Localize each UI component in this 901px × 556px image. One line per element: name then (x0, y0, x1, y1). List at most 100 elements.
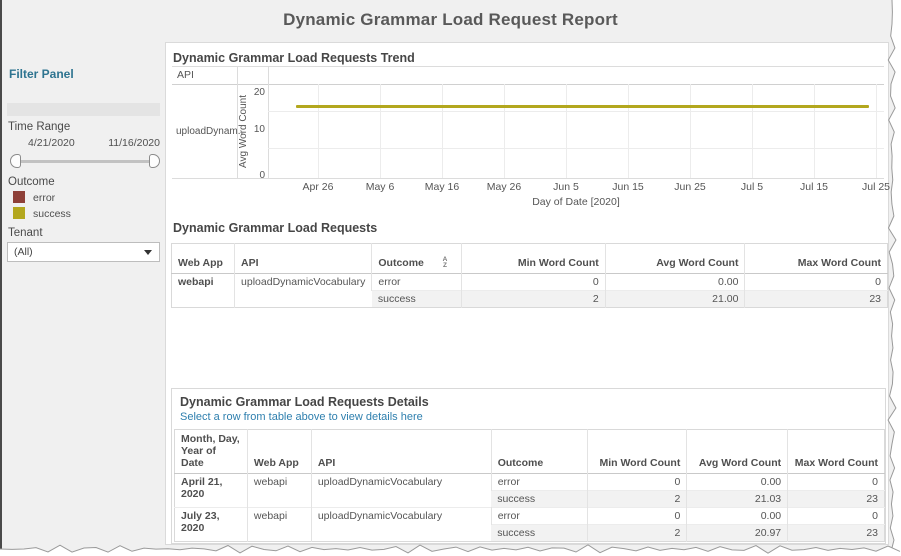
x-tick-label: Jul 15 (799, 181, 829, 193)
legend-error-label: error (33, 192, 56, 204)
cell-outcome: error (490, 473, 588, 491)
trend-title: Dynamic Grammar Load Requests Trend (173, 51, 415, 65)
cell-min: 2 (586, 490, 687, 508)
col-outcome-label: Outcome (378, 257, 424, 269)
cell-web-app: webapi (246, 507, 312, 542)
report-panel: Dynamic Grammar Load Requests Trend API … (165, 42, 890, 545)
slider-handle-end[interactable] (149, 154, 160, 168)
details-row-jul-error[interactable]: July 23, 2020 webapi uploadDynamicVocabu… (174, 507, 885, 542)
slider-track[interactable] (12, 160, 158, 163)
cell-outcome: success (371, 290, 462, 308)
cell-max: 23 (787, 524, 885, 542)
error-color-swatch (13, 191, 25, 203)
cell-avg: 0.00 (686, 507, 788, 525)
col-api: API (310, 429, 492, 474)
summary-title: Dynamic Grammar Load Requests (173, 221, 378, 235)
time-range-label: Time Range (8, 121, 71, 133)
time-range-values: 4/21/2020 11/16/2020 (8, 137, 160, 149)
cell-max: 0 (787, 473, 885, 491)
x-gridline (814, 84, 815, 178)
cell-min: 0 (461, 273, 606, 291)
tenant-label: Tenant (8, 227, 43, 239)
col-web-app: Web App (178, 257, 223, 269)
x-tick-label: Jun 15 (612, 181, 644, 193)
time-range-end: 11/16/2020 (108, 137, 160, 149)
chart-col-border-2 (268, 66, 269, 178)
sort-icon-a: A (442, 256, 448, 263)
outcome-legend-label: Outcome (8, 176, 55, 188)
col-avg: Avg Word Count (604, 243, 745, 274)
chart-top-border (172, 66, 884, 67)
torn-edge-right (887, 0, 901, 556)
x-tick-label: Apr 26 (302, 181, 334, 193)
trend-row-label: uploadDynam.. (176, 125, 244, 137)
cell-outcome: success (491, 524, 588, 542)
cell-avg: 0.00 (604, 273, 745, 291)
time-range-slider[interactable] (10, 153, 160, 169)
x-gridline (876, 84, 877, 178)
cell-avg: 21.00 (604, 290, 745, 308)
trend-chart: API uploadDynam.. Avg Word Count 20 10 0… (172, 66, 890, 212)
col-outcome: Outcome (490, 429, 588, 474)
tenant-dropdown[interactable]: (All) (7, 242, 160, 262)
x-tick-label: May 26 (486, 181, 522, 193)
details-instruction-link[interactable]: Select a row from table above to view de… (180, 411, 423, 423)
details-row-apr-error[interactable]: April 21, 2020 webapi uploadDynamicVocab… (174, 473, 885, 508)
summary-row-success[interactable]: success 2 21.00 23 (171, 290, 888, 308)
cell-max: 0 (744, 273, 888, 291)
x-gridline (752, 84, 753, 178)
details-card: Dynamic Grammar Load Requests Details Se… (171, 388, 886, 544)
col-max: Max Word Count (787, 429, 885, 474)
time-range-start: 4/21/2020 (28, 137, 75, 149)
cell-avg: 0.00 (686, 473, 788, 491)
cell-max: 23 (787, 490, 885, 508)
cell-web-app: webapi (246, 473, 312, 508)
cell-api: uploadDynamicVocabulary (234, 273, 372, 308)
tenant-dropdown-value: (All) (14, 246, 33, 258)
details-title: Dynamic Grammar Load Requests Details (180, 395, 429, 409)
chevron-down-icon (144, 250, 152, 255)
details-header-row: Month, Day, Year of Date Web App API Out… (174, 429, 885, 474)
x-gridline (380, 84, 381, 178)
cell-web-app: webapi (171, 273, 235, 308)
y-tick-20: 20 (253, 87, 265, 98)
legend-item-success[interactable]: success (13, 207, 71, 221)
details-row-jul-success[interactable]: success 2 20.97 23 (174, 524, 885, 542)
chart-header-border (172, 84, 884, 85)
x-tick-label: May 16 (424, 181, 460, 193)
col-avg: Avg Word Count (686, 429, 788, 474)
x-tick-label: Jul 25 (861, 181, 891, 193)
cell-avg: 20.97 (686, 524, 788, 542)
page-title: Dynamic Grammar Load Request Report (283, 10, 618, 29)
slider-handle-start[interactable] (10, 154, 21, 168)
filter-panel-link[interactable]: Filter Panel (9, 67, 74, 81)
x-gridline (566, 84, 567, 178)
x-tick-label: Jun 25 (674, 181, 706, 193)
x-gridline (318, 84, 319, 178)
chart-col-border-1 (237, 66, 238, 178)
trend-plot (268, 84, 884, 178)
col-outcome: Outcome A Z (371, 243, 462, 274)
cell-api: uploadDynamicVocabulary (310, 507, 492, 542)
gridline-10 (268, 148, 884, 149)
summary-row-error[interactable]: webapi uploadDynamicVocabulary error 0 0… (171, 273, 888, 308)
chart-bottom-border (172, 178, 884, 179)
cell-date: April 21, 2020 (174, 473, 248, 508)
cell-min: 2 (586, 524, 687, 542)
success-color-swatch (13, 207, 25, 219)
cell-min: 0 (586, 473, 687, 491)
gridline-20 (268, 111, 884, 112)
trend-x-axis-label: Day of Date [2020] (532, 196, 620, 208)
sidebar-divider-bar (7, 103, 160, 116)
success-series-line (296, 105, 869, 108)
col-max: Max Word Count (744, 243, 888, 274)
col-api: API (234, 243, 372, 274)
x-gridline (690, 84, 691, 178)
cell-min: 0 (586, 507, 687, 525)
x-tick-label: Jul 5 (740, 181, 764, 193)
y-tick-10: 10 (253, 124, 265, 135)
details-row-apr-success[interactable]: success 2 21.03 23 (174, 490, 885, 508)
legend-item-error[interactable]: error (13, 191, 55, 205)
sort-icon-z: Z (442, 261, 447, 269)
